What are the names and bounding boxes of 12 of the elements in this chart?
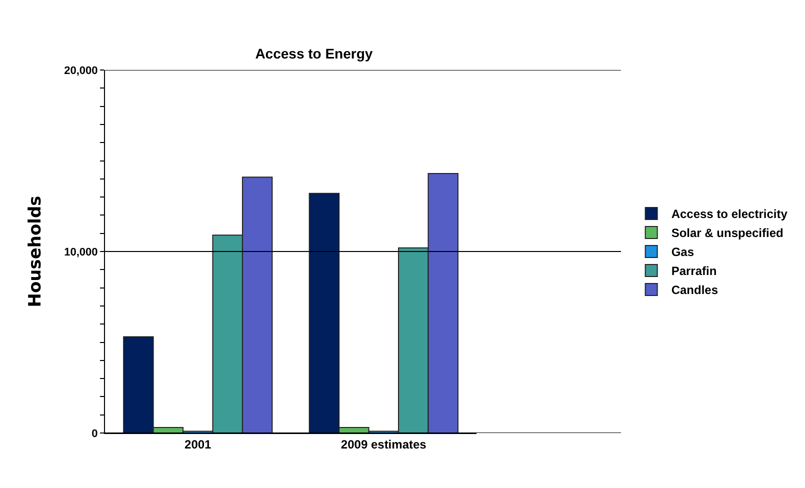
- x-tick-label: 2001: [184, 437, 212, 452]
- chart-title: Access to Energy: [255, 46, 373, 62]
- legend-label: Candles: [671, 283, 718, 298]
- legend-label: Access to electricity: [671, 207, 788, 222]
- y-axis-title: Households: [26, 196, 46, 308]
- legend-label: Gas: [671, 245, 694, 260]
- y-tick-label: 0: [92, 428, 98, 440]
- legend-label: Parrafin: [671, 264, 717, 278]
- y-tick-label: 10,000: [64, 246, 98, 258]
- y-tick-label: 20,000: [64, 64, 98, 77]
- legend-label: Solar & unspecified: [671, 226, 784, 240]
- x-tick-label: 2009 estimates: [340, 437, 427, 452]
